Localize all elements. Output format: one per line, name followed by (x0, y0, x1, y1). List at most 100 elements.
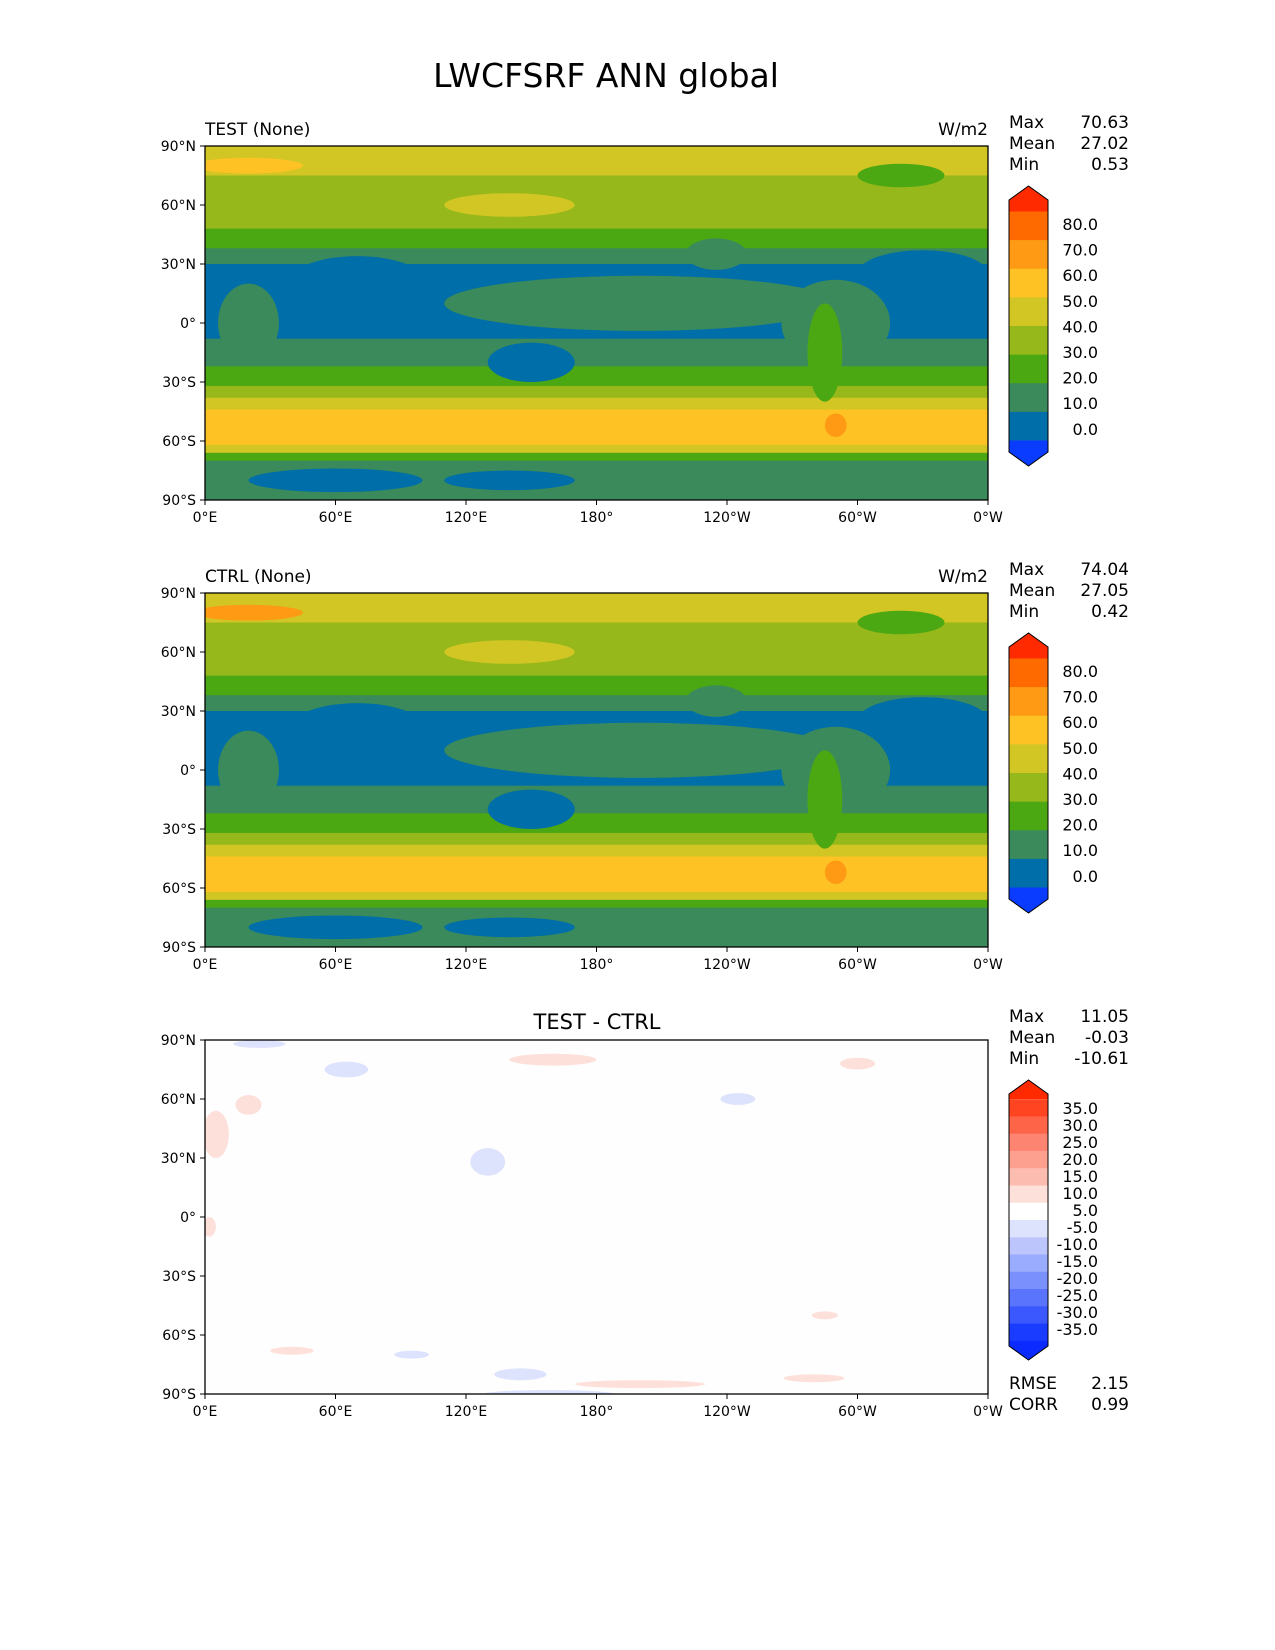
zonal-band (205, 832, 988, 846)
field-feature (218, 730, 279, 810)
y-tick-label: 30°S (162, 1269, 196, 1285)
x-tick-label: 60°E (319, 1404, 353, 1420)
field-feature (685, 685, 747, 717)
colorbar-tick-label: 50.0 (1062, 292, 1098, 311)
colorbar-segment (1009, 326, 1048, 356)
field-feature (444, 640, 575, 664)
zonal-band (205, 409, 988, 446)
stat-label: Mean (1009, 581, 1055, 601)
panel-test: 0°E 60°E 120°E 180° 120°W 60°W 0°W 90°N 60°N 30°N… (161, 113, 1129, 526)
field-feature (205, 1110, 229, 1158)
y-tick-label: 30°N (161, 704, 196, 720)
zonal-band (205, 622, 988, 649)
zonal-band (205, 452, 988, 462)
stat-label: Min (1009, 155, 1039, 175)
colorbar-tick-label: 70.0 (1062, 241, 1098, 260)
colorbar-tick-label: -30.0 (1057, 1303, 1098, 1322)
colorbar-tick-label: 10.0 (1062, 841, 1098, 860)
x-tick-label: 0°W (973, 957, 1003, 973)
zonal-band (205, 366, 988, 387)
field-feature (811, 1311, 838, 1320)
colorbar-tick-label: 30.0 (1062, 790, 1098, 809)
field-feature (509, 1053, 597, 1066)
x-tick-label: 180° (580, 510, 614, 526)
colorbar-tick-label: -5.0 (1067, 1218, 1098, 1237)
stat-value: 27.02 (1080, 134, 1129, 154)
zonal-band (205, 201, 988, 230)
field-feature (394, 1350, 430, 1359)
colorbar-segment (1009, 830, 1048, 860)
stat-value: 74.04 (1080, 560, 1129, 580)
y-tick-label: 90°S (162, 940, 196, 956)
stat-label: Max (1009, 560, 1044, 580)
stat-label: Min (1009, 1049, 1039, 1069)
zonal-band (205, 856, 988, 893)
zonal-band (205, 675, 988, 696)
field-feature (483, 1390, 614, 1394)
colorbar-segment (1009, 1133, 1048, 1152)
colorbar-segment (1009, 1254, 1048, 1273)
colorbar-segment (1009, 715, 1048, 745)
colorbar-extend-min (1009, 887, 1048, 913)
field-feature (685, 238, 747, 270)
colorbar-tick-label: 30.0 (1062, 343, 1098, 362)
field-feature (487, 342, 575, 383)
colorbar-segment (1009, 211, 1048, 241)
colorbar-extend-max (1009, 1080, 1048, 1100)
y-tick-label: 0° (180, 763, 196, 779)
zonal-band (205, 175, 988, 202)
colorbar-segment (1009, 1185, 1048, 1204)
field-feature (444, 722, 836, 778)
colorbar-tick-label: 60.0 (1062, 713, 1098, 732)
colorbar-segment (1009, 1099, 1048, 1117)
colorbar: 80.0 70.0 60.0 50.0 40.0 30.0 20.0 10.0 0.0 (1008, 185, 1098, 467)
y-tick-label: 90°N (161, 139, 196, 155)
colorbar-tick-label: 40.0 (1062, 317, 1098, 336)
field-feature (807, 750, 843, 849)
field-feature (444, 193, 575, 217)
stat-label: Mean (1009, 134, 1055, 154)
stat-label: Max (1009, 1007, 1044, 1027)
panel-title: TEST - CTRL (533, 1010, 661, 1034)
colorbar-tick-label: 60.0 (1062, 266, 1098, 285)
colorbar-tick-label: 20.0 (1062, 369, 1098, 388)
field-feature (857, 610, 945, 635)
x-tick-label: 60°E (319, 510, 353, 526)
colorbar-segment (1009, 1116, 1048, 1135)
figure-title: LWCFSRF ANN global (433, 56, 779, 95)
colorbar-segment (1009, 297, 1048, 327)
panel-diff: 0°E 60°E 120°E 180° 120°W 60°W 0°W 90°N 60°N 30°N… (161, 1007, 1129, 1420)
colorbar-tick-label: 25.0 (1062, 1133, 1098, 1152)
zonal-band (205, 397, 988, 411)
y-tick-label: 60°N (161, 645, 196, 661)
x-tick-label: 120°W (703, 510, 751, 526)
colorbar-outline (1008, 632, 1049, 914)
units-label: W/m2 (938, 120, 988, 140)
colorbar-segment (1009, 411, 1048, 442)
field-feature (324, 1061, 369, 1078)
colorbar-tick-label: 10.0 (1062, 1184, 1098, 1203)
colorbar-segment (1009, 240, 1048, 270)
field-feature (292, 256, 423, 304)
colorbar-tick-label: -20.0 (1057, 1269, 1098, 1288)
zonal-band (205, 844, 988, 858)
stat-value: 27.05 (1080, 581, 1129, 601)
field-feature (857, 163, 945, 188)
colorbar-tick-label: -15.0 (1057, 1252, 1098, 1271)
y-tick-label: 30°S (162, 375, 196, 391)
colorbar-tick-label: 70.0 (1062, 688, 1098, 707)
colorbar-segment (1009, 383, 1048, 413)
field-feature (494, 1368, 547, 1381)
colorbar-segment (1009, 1202, 1048, 1221)
x-tick-label: 120°E (445, 957, 488, 973)
colorbar-segment (1009, 354, 1048, 384)
field-feature (248, 468, 423, 493)
y-tick-label: 30°N (161, 257, 196, 273)
panel-title: CTRL (None) (205, 567, 312, 587)
field-feature (470, 1148, 506, 1176)
field-feature (292, 703, 423, 751)
zonal-band (205, 228, 988, 249)
colorbar-segment (1009, 1168, 1048, 1186)
zonal-band (205, 444, 988, 454)
